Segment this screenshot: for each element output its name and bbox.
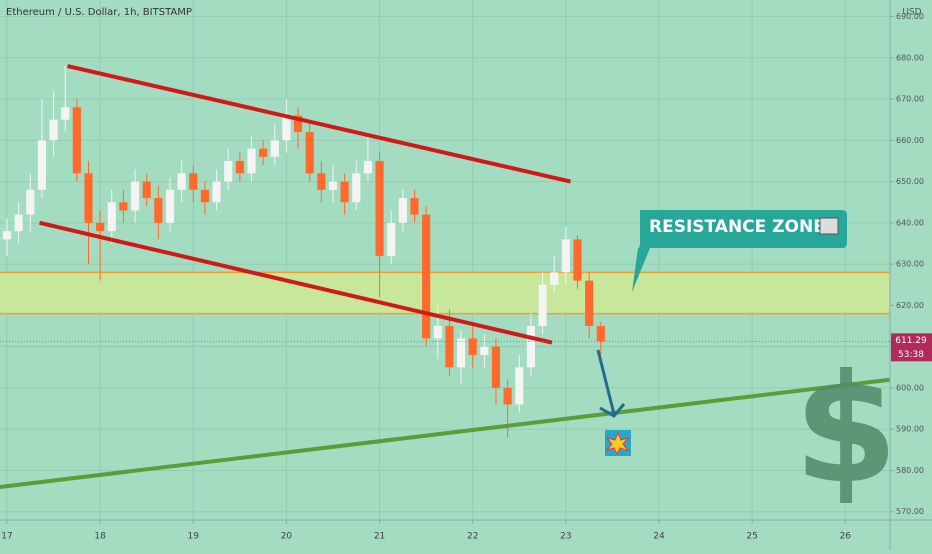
candle-body (503, 387, 512, 405)
candle-body (189, 173, 198, 190)
x-tick-label: 25 (746, 532, 757, 542)
candle-body (538, 284, 547, 327)
candle-body (468, 338, 477, 355)
candle-body (573, 239, 582, 281)
candle-body (398, 198, 407, 223)
y-tick-label: 600.00 (896, 383, 924, 392)
candle-body (119, 202, 128, 211)
candle-body (72, 107, 81, 174)
candle-body (61, 107, 70, 120)
countdown-label: 53:38 (898, 350, 924, 360)
arrow-head (599, 403, 626, 418)
y-tick-label: 630.00 (896, 260, 924, 269)
chart-title: Ethereum / U.S. Dollar, 1h, BITSTAMP (6, 7, 192, 18)
candle-body (317, 173, 326, 190)
candle-body (224, 160, 233, 182)
y-tick-label: 680.00 (896, 53, 924, 62)
candle-body (445, 326, 454, 368)
y-tick-label: 690.00 (896, 12, 924, 21)
candle-body (26, 189, 35, 215)
candle-body (165, 189, 175, 223)
x-tick-label: 26 (840, 532, 852, 542)
callout-text: RESISTANCE ZONE (649, 217, 825, 237)
price-tag (891, 333, 932, 362)
candle-body (177, 173, 186, 190)
candle-body (2, 231, 12, 240)
candle-body (247, 148, 256, 174)
candle-body (107, 202, 116, 232)
candle-body (200, 189, 209, 203)
y-tick-label: 660.00 (896, 136, 924, 145)
candle-body (340, 181, 349, 203)
candle-body (49, 119, 58, 141)
candle-body (375, 160, 384, 256)
x-tick-label: 18 (94, 532, 106, 542)
x-tick-label: 24 (653, 532, 665, 542)
candle-body (293, 115, 303, 133)
last-price-label: 611.29 (895, 336, 927, 346)
candle-body (363, 160, 372, 174)
candle-body (235, 160, 244, 174)
candle-body (130, 181, 140, 211)
plot-area (0, 0, 890, 520)
candle-body (270, 140, 279, 157)
trendline (0, 377, 891, 489)
candle-body (550, 272, 559, 285)
candle-body (596, 326, 605, 342)
x-tick-label: 23 (560, 532, 571, 542)
x-tick-label: 21 (374, 532, 385, 542)
y-tick-label: 570.00 (896, 507, 924, 516)
candle-body (410, 198, 419, 215)
y-tick-label: 590.00 (896, 425, 924, 434)
arrow (596, 349, 616, 415)
candle-body (259, 148, 268, 157)
candle-body (456, 338, 466, 368)
y-tick-label: 640.00 (896, 218, 924, 227)
trendline (67, 64, 571, 184)
candle-body (561, 239, 570, 273)
candle-body (585, 280, 594, 327)
candle-body (526, 326, 536, 368)
candle-body (491, 346, 501, 388)
explosion-icon (605, 431, 630, 456)
trendline (39, 220, 553, 345)
x-tick-label: 22 (467, 532, 478, 542)
callout-icon (819, 217, 839, 235)
candle-body (282, 115, 291, 141)
x-tick-label: 19 (188, 532, 200, 542)
callout (632, 210, 847, 292)
candle-body (96, 222, 105, 232)
candle-body (142, 181, 151, 199)
candle-body (352, 173, 361, 203)
candle-body (305, 132, 314, 174)
candle-body (212, 181, 221, 203)
candle-body (480, 346, 489, 355)
y-tick-label: 580.00 (896, 466, 924, 475)
y-tick-label: 620.00 (896, 301, 924, 310)
resistance-zone (0, 272, 890, 314)
plot (0, 64, 891, 489)
candle-body (14, 214, 23, 232)
y-tick-label: 650.00 (896, 177, 924, 186)
dollar-symbol: $ (794, 343, 898, 517)
candle-body (154, 198, 163, 223)
currency-label: USD (902, 8, 921, 18)
x-tick-label: 20 (281, 532, 293, 542)
candle-body (37, 140, 46, 190)
candle-body (433, 326, 442, 339)
candle-body (387, 222, 396, 256)
candle-body (515, 367, 524, 405)
candle-body (328, 181, 338, 190)
y-tick-label: 670.00 (896, 95, 924, 104)
candle-body (422, 214, 431, 339)
candle-body (84, 173, 93, 223)
x-tick-label: 17 (1, 532, 12, 542)
